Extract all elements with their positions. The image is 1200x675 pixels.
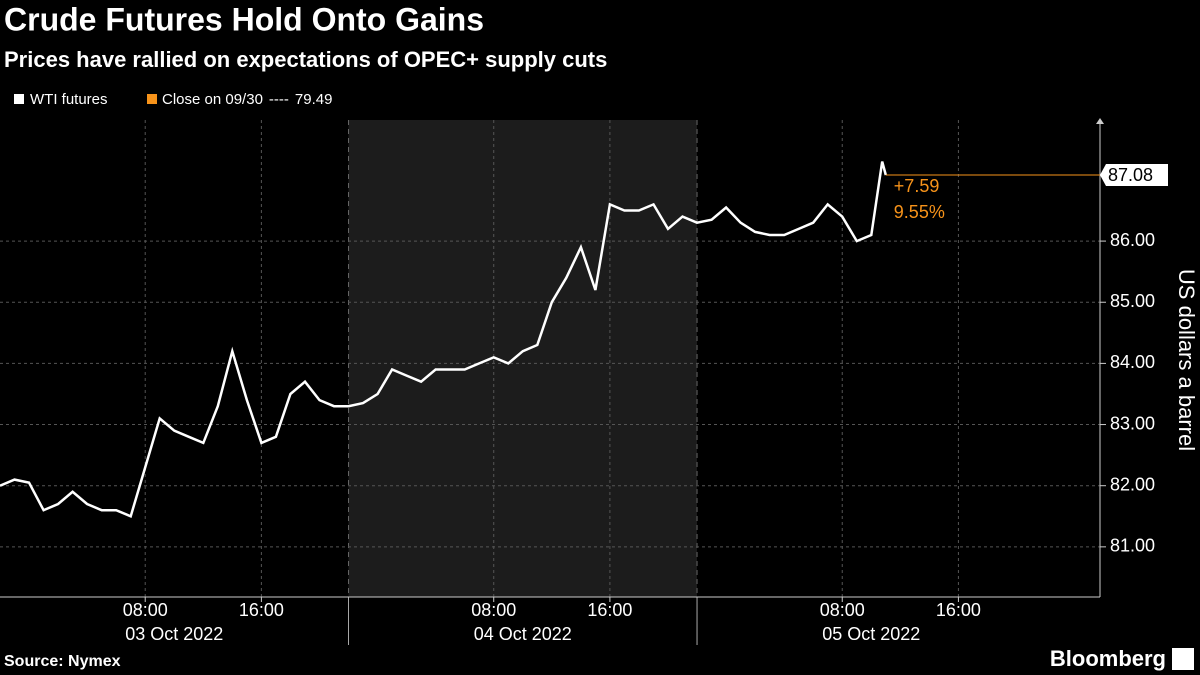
date-label: 04 Oct 2022 — [474, 624, 572, 644]
brand: Bloomberg — [1050, 646, 1166, 671]
y-tick-label: 85.00 — [1110, 291, 1155, 311]
y-tick-label: 81.00 — [1110, 536, 1155, 556]
last-value-label: 87.08 — [1108, 165, 1153, 185]
price-line — [0, 161, 888, 518]
y-axis-label: US dollars a barrel — [1174, 269, 1199, 451]
x-tick-label: 16:00 — [587, 600, 632, 620]
y-tick-label: 86.00 — [1110, 230, 1155, 250]
y-axis-arrow — [1096, 118, 1104, 124]
change-label: +7.59 — [894, 176, 940, 196]
y-tick-label: 83.00 — [1110, 413, 1155, 433]
source: Source: Nymex — [4, 653, 121, 670]
x-tick-label: 16:00 — [239, 600, 284, 620]
x-tick-label: 08:00 — [820, 600, 865, 620]
shaded-session — [348, 120, 698, 597]
x-tick-label: 16:00 — [936, 600, 981, 620]
legend-separator: ---- — [269, 91, 289, 108]
y-tick-label: 82.00 — [1110, 474, 1155, 494]
date-label: 03 Oct 2022 — [125, 624, 223, 644]
change-pct-label: 9.55% — [894, 202, 945, 222]
legend-value: 79.49 — [295, 91, 333, 108]
brand-icon — [1172, 648, 1194, 670]
x-tick-label: 08:00 — [471, 600, 516, 620]
x-tick-label: 08:00 — [123, 600, 168, 620]
chart-title: Crude Futures Hold Onto Gains — [4, 1, 484, 37]
chart-subtitle: Prices have rallied on expectations of O… — [4, 47, 607, 72]
last-value-box — [1100, 164, 1168, 187]
date-label: 05 Oct 2022 — [822, 624, 920, 644]
y-tick-label: 84.00 — [1110, 352, 1155, 372]
legend-swatch — [147, 94, 157, 104]
legend-label: Close on 09/30 — [162, 91, 263, 108]
legend-label: WTI futures — [30, 91, 108, 108]
legend-swatch — [14, 94, 24, 104]
